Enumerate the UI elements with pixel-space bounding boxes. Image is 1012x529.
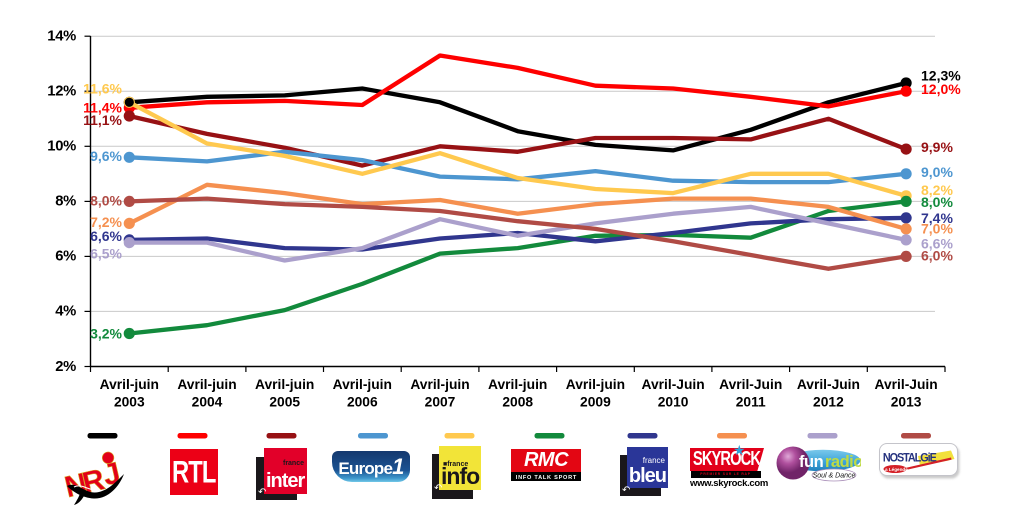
svg-text:6,6%: 6,6% bbox=[90, 228, 122, 244]
svg-text:14%: 14% bbox=[47, 29, 76, 45]
svg-text:11,6%: 11,6% bbox=[83, 81, 122, 97]
svg-text:2005: 2005 bbox=[269, 394, 300, 409]
svg-text:2012: 2012 bbox=[813, 394, 844, 409]
svg-text:6,0%: 6,0% bbox=[921, 248, 953, 264]
svg-text:2011: 2011 bbox=[736, 394, 766, 409]
svg-text:8,2%: 8,2% bbox=[921, 182, 953, 198]
svg-text:12%: 12% bbox=[47, 84, 76, 100]
svg-text:6%: 6% bbox=[55, 249, 76, 265]
svg-text:11,4%: 11,4% bbox=[83, 99, 122, 115]
svg-text:10%: 10% bbox=[47, 139, 76, 155]
svg-text:Avril-juin: Avril-juin bbox=[333, 377, 392, 392]
svg-text:12,0%: 12,0% bbox=[921, 81, 961, 97]
svg-text:Avril-Juin: Avril-Juin bbox=[642, 377, 705, 392]
svg-text:2007: 2007 bbox=[425, 394, 456, 409]
svg-text:8%: 8% bbox=[55, 194, 76, 210]
svg-text:Soul & Dance: Soul & Dance bbox=[813, 473, 856, 480]
svg-text:7,2%: 7,2% bbox=[90, 214, 122, 230]
svg-text:fun: fun bbox=[799, 453, 824, 471]
svg-text:2013: 2013 bbox=[891, 394, 922, 409]
svg-text:2004: 2004 bbox=[192, 394, 223, 409]
svg-text:9,0%: 9,0% bbox=[921, 164, 953, 180]
svg-text:7,0%: 7,0% bbox=[921, 221, 953, 237]
svg-text:Avril-juin: Avril-juin bbox=[410, 377, 469, 392]
svg-text:La Légende: La Légende bbox=[882, 467, 908, 472]
svg-text:Avril-juin: Avril-juin bbox=[566, 377, 625, 392]
svg-text:3,2%: 3,2% bbox=[90, 325, 122, 341]
svg-text:NOSTALGiE: NOSTALGiE bbox=[883, 452, 937, 464]
svg-text:11,1%: 11,1% bbox=[83, 112, 122, 128]
svg-text:7,4%: 7,4% bbox=[921, 210, 953, 226]
svg-text:8,0%: 8,0% bbox=[921, 194, 953, 210]
svg-text:Avril-Juin: Avril-Juin bbox=[875, 377, 938, 392]
svg-text:radio: radio bbox=[825, 453, 861, 471]
svg-text:8,0%: 8,0% bbox=[90, 193, 122, 209]
svg-text:Avril-juin: Avril-juin bbox=[255, 377, 314, 392]
svg-text:4%: 4% bbox=[55, 304, 76, 320]
svg-text:9,9%: 9,9% bbox=[921, 139, 953, 155]
svg-text:6,5%: 6,5% bbox=[90, 245, 122, 261]
svg-text:Avril-Juin: Avril-Juin bbox=[797, 377, 860, 392]
svg-text:2006: 2006 bbox=[347, 394, 378, 409]
svg-text:6,6%: 6,6% bbox=[921, 236, 953, 252]
svg-text:9,6%: 9,6% bbox=[90, 148, 122, 164]
svg-text:12,3%: 12,3% bbox=[921, 68, 961, 84]
svg-text:2010: 2010 bbox=[658, 394, 689, 409]
svg-text:Avril-Juin: Avril-Juin bbox=[719, 377, 782, 392]
svg-text:2009: 2009 bbox=[580, 394, 611, 409]
svg-text:Avril-juin: Avril-juin bbox=[488, 377, 547, 392]
svg-text:Avril-juin: Avril-juin bbox=[177, 377, 236, 392]
svg-text:2%: 2% bbox=[55, 359, 76, 375]
svg-text:Avril-juin: Avril-juin bbox=[100, 377, 159, 392]
svg-text:2008: 2008 bbox=[502, 394, 533, 409]
svg-text:2003: 2003 bbox=[114, 394, 145, 409]
